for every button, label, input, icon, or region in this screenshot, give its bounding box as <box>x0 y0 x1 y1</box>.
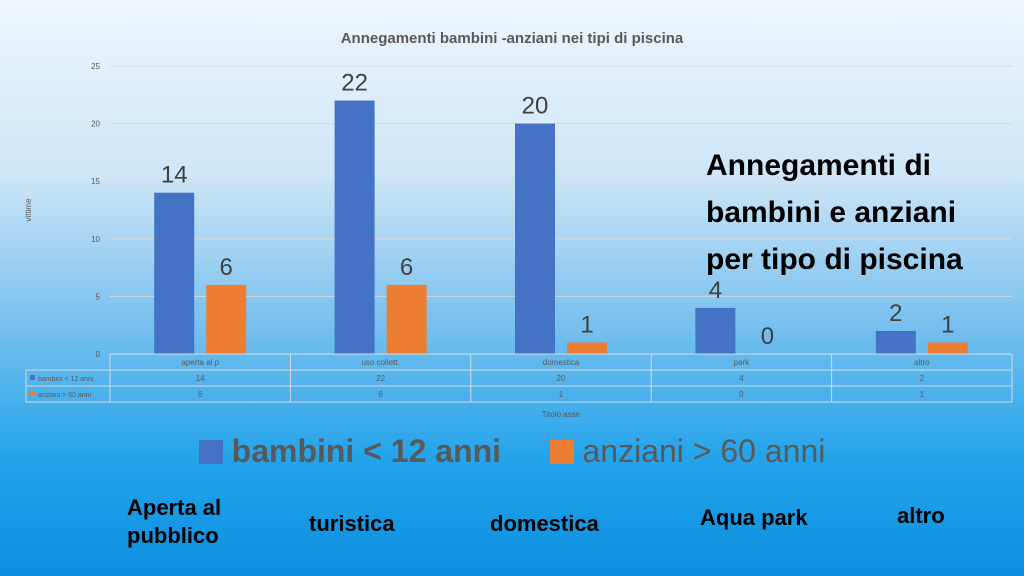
category-label-turistica: turistica <box>309 511 395 536</box>
x-tick-label: domestica <box>543 358 580 367</box>
x-tick-label: uso collett. <box>361 358 399 367</box>
headline-text: Annegamenti di bambini e anziani per tip… <box>706 149 963 276</box>
table-cell: 0 <box>739 390 744 399</box>
table-cell: 6 <box>198 390 203 399</box>
legend-item-bambini: bambini < 12 anni <box>198 433 502 470</box>
legend-label-anziani: anziani > 60 anni <box>582 433 826 469</box>
bar <box>386 284 427 354</box>
y-tick-label: 20 <box>91 120 100 129</box>
y-tick-label: 25 <box>91 62 100 71</box>
table-series-name: bambini < 12 anni <box>38 376 94 383</box>
y-axis-label: vittime <box>24 198 33 222</box>
x-tick-label: altro <box>914 358 930 367</box>
x-tick-label: park <box>734 358 751 367</box>
table-legend-key <box>30 375 35 380</box>
y-tick-label: 15 <box>91 177 100 186</box>
category-label-altro: altro <box>897 503 945 528</box>
table-cell: 14 <box>196 374 205 383</box>
y-tick-label: 5 <box>96 292 101 301</box>
y-tick-label: 0 <box>96 350 101 359</box>
legend-item-anziani: anziani > 60 anni <box>549 433 826 470</box>
table-cell: 4 <box>739 374 744 383</box>
bar <box>154 192 195 354</box>
bar <box>515 123 555 354</box>
data-label: 1 <box>580 311 593 338</box>
table-legend-key <box>30 391 35 396</box>
legend: bambini < 12 anni anziani > 60 anni <box>0 433 1024 470</box>
table-cell: 1 <box>920 390 925 399</box>
table-cell: 22 <box>376 374 385 383</box>
data-label: 20 <box>522 93 549 120</box>
category-label-aperta: Aperta al pubblico <box>127 495 222 548</box>
data-label: 1 <box>941 311 954 338</box>
table-cell: 6 <box>378 390 383 399</box>
x-axis-label: Titolo asse <box>542 410 581 419</box>
data-label: 6 <box>220 254 233 281</box>
legend-swatch-anziani <box>549 439 574 464</box>
data-label: 0 <box>761 323 774 350</box>
category-label-domestica: domestica <box>490 511 599 536</box>
bar <box>695 307 736 354</box>
bar <box>206 284 247 354</box>
data-label: 4 <box>709 277 722 304</box>
chart-title: Annegamenti bambini -anziani nei tipi di… <box>340 30 684 47</box>
table-cell: 2 <box>920 374 925 383</box>
table-cell: 1 <box>559 390 564 399</box>
category-label-aqua-park: Aqua park <box>700 505 808 530</box>
data-label: 22 <box>341 70 368 97</box>
bar <box>927 342 968 354</box>
bar <box>567 342 607 354</box>
data-label: 6 <box>400 254 413 281</box>
table-cell: 20 <box>557 374 566 383</box>
table-series-name: anziani > 60 anni <box>38 392 92 399</box>
bar <box>334 100 375 354</box>
data-label: 14 <box>161 162 188 189</box>
data-label: 2 <box>889 300 902 327</box>
y-tick-label: 10 <box>91 235 100 244</box>
legend-swatch-bambini <box>198 439 223 464</box>
legend-label-bambini: bambini < 12 anni <box>231 433 502 469</box>
bar <box>875 330 916 354</box>
x-tick-label: aperta al p <box>181 358 219 367</box>
